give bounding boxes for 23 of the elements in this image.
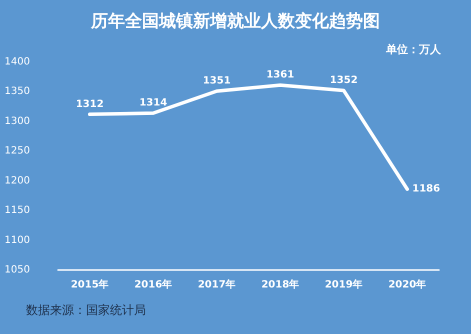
y-tick-label: 1350 <box>4 86 30 98</box>
y-tick-label: 1400 <box>4 56 30 68</box>
data-label: 1352 <box>330 75 358 86</box>
data-label: 1186 <box>412 184 440 195</box>
chart-title: 历年全国城镇新增就业人数变化趋势图 <box>90 12 380 32</box>
source-note: 数据来源：国家统计局 <box>26 303 146 317</box>
x-tick-label: 2015年 <box>70 278 109 290</box>
data-label: 1361 <box>266 70 294 81</box>
x-tick-label: 2018年 <box>261 278 300 290</box>
data-label: 1351 <box>202 76 231 87</box>
y-tick-label: 1250 <box>4 146 30 157</box>
x-tick-label: 2019年 <box>324 278 363 290</box>
x-tick-label: 2016年 <box>134 278 172 290</box>
data-label: 1312 <box>76 98 104 110</box>
y-tick-label: 1200 <box>4 175 30 186</box>
x-tick-label: 2017年 <box>198 278 236 290</box>
x-tick-label: 2020年 <box>388 278 426 290</box>
y-tick-label: 1150 <box>4 205 30 216</box>
y-tick-label: 1300 <box>4 116 30 127</box>
text: 单位：万人 <box>385 43 442 56</box>
y-tick-label: 1050 <box>4 264 30 276</box>
data-label: 1314 <box>139 98 168 109</box>
y-tick-label: 1100 <box>4 234 30 246</box>
